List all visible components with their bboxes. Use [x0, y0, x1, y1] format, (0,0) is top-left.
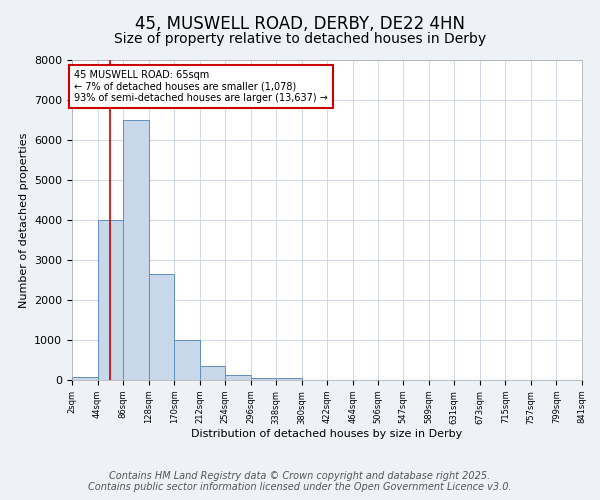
Text: 45 MUSWELL ROAD: 65sqm
← 7% of detached houses are smaller (1,078)
93% of semi-d: 45 MUSWELL ROAD: 65sqm ← 7% of detached …: [74, 70, 328, 103]
Bar: [225, 375, 251, 380]
Bar: [98, 220, 123, 380]
Bar: [123, 120, 149, 380]
X-axis label: Distribution of detached houses by size in Derby: Distribution of detached houses by size …: [191, 430, 463, 440]
Text: Contains HM Land Registry data © Crown copyright and database right 2025.
Contai: Contains HM Land Registry data © Crown c…: [88, 471, 512, 492]
Bar: [149, 274, 174, 380]
Bar: [251, 378, 276, 380]
Bar: [174, 340, 200, 380]
Bar: [276, 378, 302, 380]
Bar: [200, 366, 225, 380]
Y-axis label: Number of detached properties: Number of detached properties: [19, 132, 29, 308]
Text: Size of property relative to detached houses in Derby: Size of property relative to detached ho…: [114, 32, 486, 46]
Bar: [72, 377, 98, 380]
Text: 45, MUSWELL ROAD, DERBY, DE22 4HN: 45, MUSWELL ROAD, DERBY, DE22 4HN: [135, 15, 465, 33]
